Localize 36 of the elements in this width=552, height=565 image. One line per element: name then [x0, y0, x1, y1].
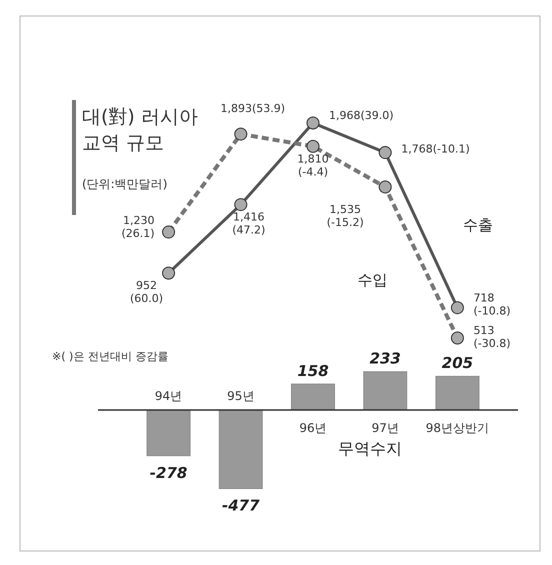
data-label: -477 — [222, 496, 260, 515]
point — [450, 301, 464, 314]
text: 무역수지 — [338, 439, 402, 458]
chart-title: 대(對) 러시아 교역 규모 — [82, 106, 198, 154]
data-label: 233 — [370, 350, 401, 368]
data-label: 1,535 (-15.2) — [326, 202, 364, 229]
text: ※( )은 전년대비 증감률 — [52, 350, 168, 363]
bar — [218, 410, 263, 489]
text: 수출 — [462, 216, 493, 234]
data-label: 158 — [297, 362, 329, 380]
data-label: -278 — [150, 464, 188, 482]
data-label: 718 (-10.8) — [473, 292, 510, 318]
bar — [146, 410, 190, 456]
point — [306, 116, 320, 130]
bar — [291, 384, 335, 410]
data-label: 1,810 (-4.4) — [297, 152, 329, 178]
x-tick-label: 96년 — [299, 421, 327, 435]
data-label: 1,893(53.9) — [220, 102, 286, 116]
x-tick-label: 95년 — [227, 389, 254, 403]
data-label: 1,968(39.0) — [329, 109, 394, 122]
point — [378, 146, 392, 160]
text: (단위:백만달러) — [82, 177, 168, 191]
x-tick-label: 98년상반기 — [426, 421, 490, 435]
x-tick-label: 94년 — [154, 389, 182, 403]
x-tick-label: 97년 — [372, 421, 399, 435]
point — [162, 266, 176, 280]
point — [234, 198, 248, 212]
data-label: 1,230 (26.1) — [121, 214, 155, 240]
data-label: 952 (60.0) — [130, 279, 164, 306]
data-label: 513 (-30.8) — [473, 324, 510, 350]
data-label: 205 — [442, 354, 474, 372]
bar — [363, 371, 408, 410]
bar — [436, 376, 480, 410]
data-label: 1,768(-10.1) — [401, 142, 470, 156]
text: 수입 — [358, 270, 388, 289]
data-label: 1,416 (47.2) — [232, 210, 266, 237]
